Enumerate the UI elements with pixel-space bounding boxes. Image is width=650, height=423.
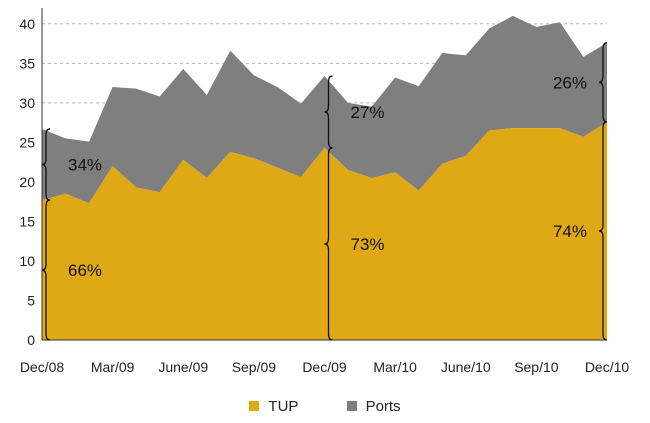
x-tick-label: Sep/09 <box>232 359 277 375</box>
area-ports <box>42 15 607 204</box>
x-tick-label: June/10 <box>441 359 491 375</box>
legend-swatch-ports <box>346 401 357 411</box>
area-series <box>42 15 607 340</box>
y-tick-label: 15 <box>19 213 35 229</box>
stacked-area-chart: 0 5 10 15 20 25 30 35 40 Dec/08 Mar/09 June/09 Sep/… <box>19 8 630 375</box>
share-label: 34% <box>68 156 102 175</box>
y-tick-label: 10 <box>19 253 35 269</box>
legend: TUP Ports <box>0 398 650 415</box>
share-label: 66% <box>68 261 102 280</box>
share-annotations: 66% 34% 73% 27% 74% 26% <box>41 42 608 341</box>
x-tick-label: Mar/09 <box>91 359 135 375</box>
y-tick-label: 0 <box>27 332 35 348</box>
legend-label-tup: TUP <box>268 398 299 415</box>
brace <box>324 147 333 341</box>
share-label: 73% <box>351 235 385 254</box>
y-tick-labels: 0 5 10 15 20 25 30 35 40 <box>19 16 35 348</box>
brace <box>324 75 333 149</box>
area-tup <box>42 121 607 340</box>
legend-swatch-tup <box>249 401 260 411</box>
x-tick-label: Dec/09 <box>302 359 347 375</box>
y-tick-label: 35 <box>19 55 35 71</box>
share-label: 27% <box>351 103 385 122</box>
brace <box>598 121 608 341</box>
y-tick-label: 5 <box>27 292 35 308</box>
brace <box>598 42 608 123</box>
x-tick-label: Dec/10 <box>585 359 630 375</box>
y-tick-label: 40 <box>19 16 35 32</box>
axes <box>41 8 607 341</box>
brace <box>41 199 51 341</box>
share-label: 26% <box>553 73 587 92</box>
legend-item-tup: TUP <box>249 398 298 415</box>
x-tick-labels: Dec/08 Mar/09 June/09 Sep/09 Dec/09 Mar/10 Jun… <box>20 359 630 375</box>
share-label: 74% <box>553 222 587 241</box>
brace <box>41 128 51 201</box>
legend-item-ports: Ports <box>346 398 401 415</box>
x-tick-label: Dec/08 <box>20 359 65 375</box>
y-tick-label: 25 <box>19 134 35 150</box>
y-tick-label: 30 <box>19 95 35 111</box>
x-tick-label: Mar/10 <box>373 359 417 375</box>
legend-label-ports: Ports <box>365 398 401 415</box>
x-tick-label: Sep/10 <box>514 359 559 375</box>
x-tick-label: June/09 <box>158 359 208 375</box>
y-tick-label: 20 <box>19 174 35 190</box>
